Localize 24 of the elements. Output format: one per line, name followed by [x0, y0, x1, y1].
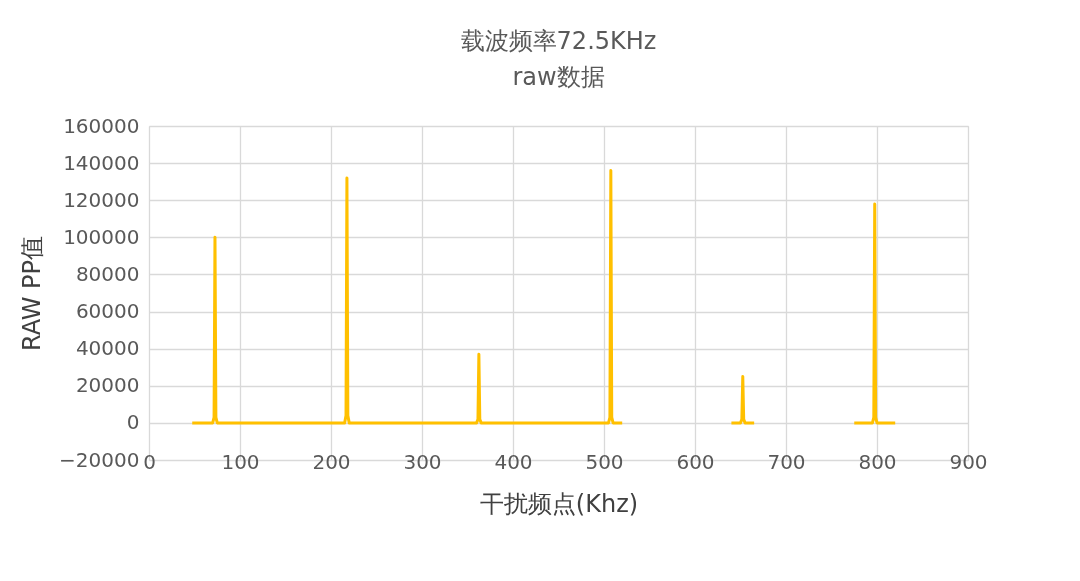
- x-tick-label: 200: [312, 449, 351, 474]
- y-tick-label: 40000: [75, 336, 140, 361]
- y-tick-label: 120000: [63, 187, 140, 212]
- y-tick-label: 0: [126, 410, 140, 435]
- x-axis-title: 干扰频点(Khz): [479, 489, 639, 518]
- y-tick-label: 60000: [75, 299, 140, 324]
- x-tick-label: 900: [949, 449, 988, 474]
- x-tick-label: 500: [585, 449, 624, 474]
- chart-subtitle: raw数据: [512, 63, 605, 91]
- y-tick-label: 20000: [75, 373, 140, 398]
- y-axis-title: RAW PP值: [18, 235, 47, 352]
- y-tick-label: 100000: [63, 224, 140, 249]
- y-tick-label: 140000: [63, 150, 140, 175]
- x-tick-label: 800: [858, 449, 897, 474]
- x-tick-label: 100: [221, 449, 260, 474]
- y-tick-label: 160000: [63, 113, 140, 138]
- y-tick-label: −20000: [59, 447, 140, 472]
- y-tick-label: 80000: [75, 261, 140, 286]
- x-tick-label: 0: [143, 449, 156, 474]
- chart-title: 载波频率72.5KHz: [460, 27, 657, 55]
- x-tick-label: 400: [494, 449, 533, 474]
- x-tick-label: 300: [403, 449, 442, 474]
- x-tick-label: 600: [676, 449, 715, 474]
- x-tick-label: 700: [767, 449, 806, 474]
